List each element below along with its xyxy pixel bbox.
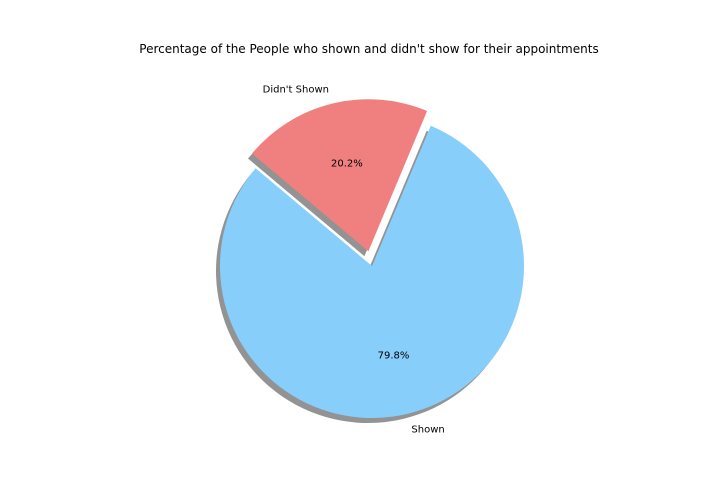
chart-title: Percentage of the People who shown and d… <box>139 42 598 56</box>
pie-slice-didn-t-shown <box>251 99 428 252</box>
slice-label-didn-t-shown: Didn't Shown <box>263 85 329 96</box>
slice-percent-didn-t-shown: 20.2% <box>331 159 363 170</box>
slice-percent-shown: 79.8% <box>378 351 410 362</box>
slice-label-shown: Shown <box>411 424 444 435</box>
pie-slice-shown <box>220 125 524 419</box>
label-layer: Shown 79.8% Didn't Shown 20.2% <box>263 85 445 436</box>
slice-layer <box>220 99 524 419</box>
